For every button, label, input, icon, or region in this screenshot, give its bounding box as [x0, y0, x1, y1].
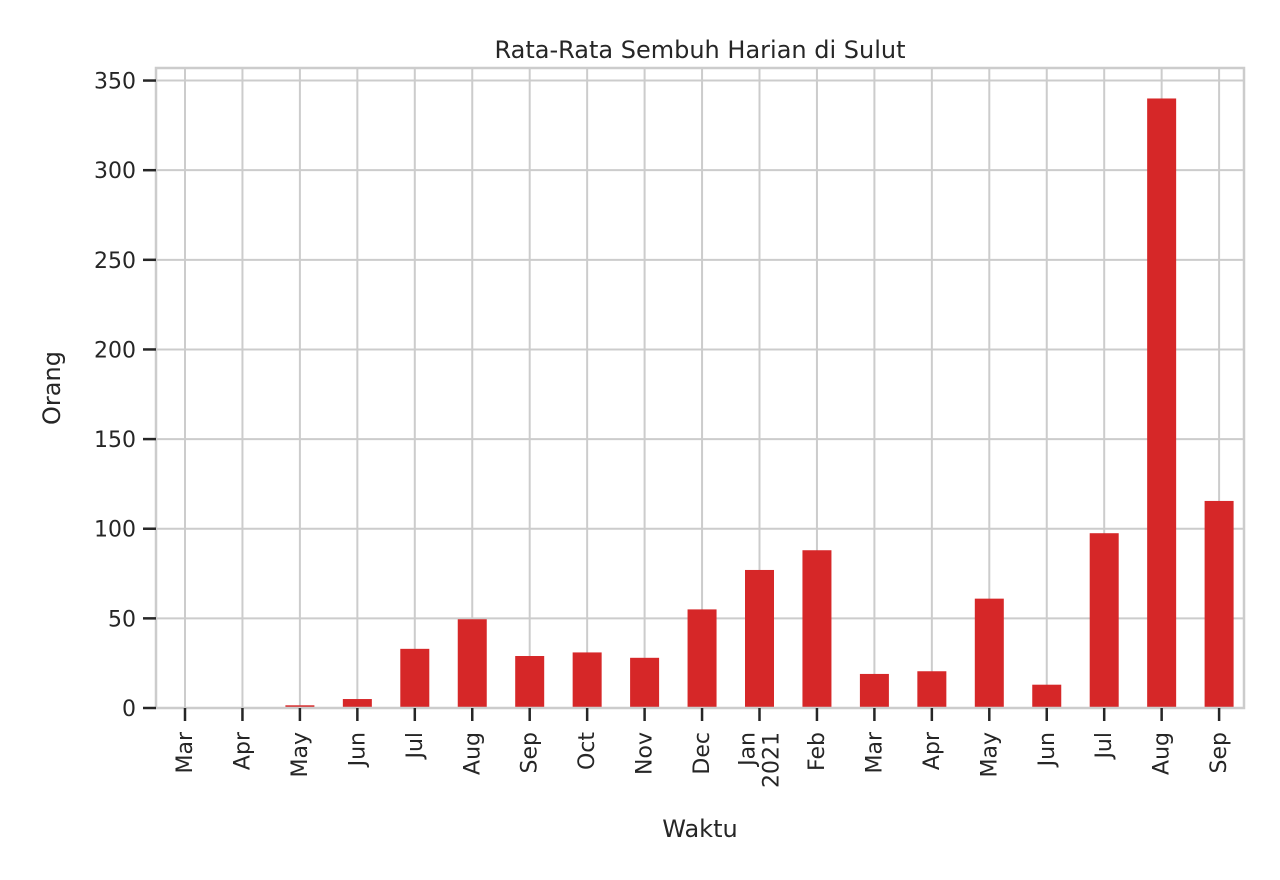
- bar: [974, 598, 1004, 708]
- bar: [802, 550, 832, 708]
- bar: [342, 699, 372, 708]
- x-tick-label: May: [977, 732, 1002, 777]
- x-tick-label: Dec: [690, 732, 715, 775]
- x-tick-label: Jan: [736, 732, 761, 768]
- bar: [1032, 684, 1062, 708]
- chart-title: Rata-Rata Sembuh Harian di Sulut: [495, 36, 906, 64]
- x-tick-label: Feb: [805, 732, 830, 771]
- plot-frame: [154, 66, 1246, 710]
- x-tick-label: Apr: [920, 731, 945, 770]
- bars: [170, 98, 1234, 708]
- x-tick-label: Sep: [1207, 732, 1232, 773]
- x-axis-label: Waktu: [662, 815, 737, 843]
- bar: [400, 648, 430, 708]
- bar: [285, 705, 315, 708]
- bar: [1204, 500, 1234, 708]
- bar: [457, 619, 487, 708]
- x-tick-label: Jun: [345, 732, 370, 768]
- bar: [917, 671, 947, 708]
- x-tick-label: Aug: [460, 732, 485, 775]
- x-tick-label: Apr: [230, 731, 255, 770]
- y-tick-label: 300: [94, 159, 136, 184]
- y-tick-label: 0: [122, 697, 136, 722]
- bar: [1147, 98, 1177, 708]
- x-tick-label: Jul: [1092, 732, 1117, 761]
- y-tick-label: 150: [94, 428, 136, 453]
- y-tick-label: 100: [94, 518, 136, 543]
- y-tick-label: 200: [94, 338, 136, 363]
- bar: [859, 673, 889, 708]
- x-tick-label: Jun: [1035, 732, 1060, 768]
- x-tick-label: Nov: [633, 732, 658, 775]
- x-tick-label: Jul: [403, 732, 428, 761]
- y-axis-label: Orang: [38, 351, 66, 425]
- x-tick-label: Sep: [518, 732, 543, 773]
- x-tick-label: 2021: [760, 732, 785, 788]
- y-tick-label: 350: [94, 70, 136, 95]
- bar: [745, 569, 774, 708]
- x-tick-label: May: [288, 732, 313, 777]
- bar: [630, 657, 660, 708]
- y-axis-ticks: 0 50 100 150 200 250 300 350: [94, 70, 156, 722]
- bar: [1089, 533, 1119, 708]
- bar: [515, 656, 545, 708]
- y-tick-label: 50: [108, 607, 136, 632]
- bar: [572, 652, 602, 708]
- x-tick-label: Aug: [1150, 732, 1175, 775]
- x-axis-ticks: Mar Apr May Jun Jul Aug Sep Oct Nov Dec Jan 2021 Feb…: [173, 708, 1232, 788]
- y-tick-label: 250: [94, 249, 136, 274]
- bar: [687, 609, 717, 708]
- x-tick-label: Oct: [575, 732, 600, 770]
- x-tick-label: Mar: [173, 731, 198, 773]
- x-tick-label: Mar: [862, 731, 887, 773]
